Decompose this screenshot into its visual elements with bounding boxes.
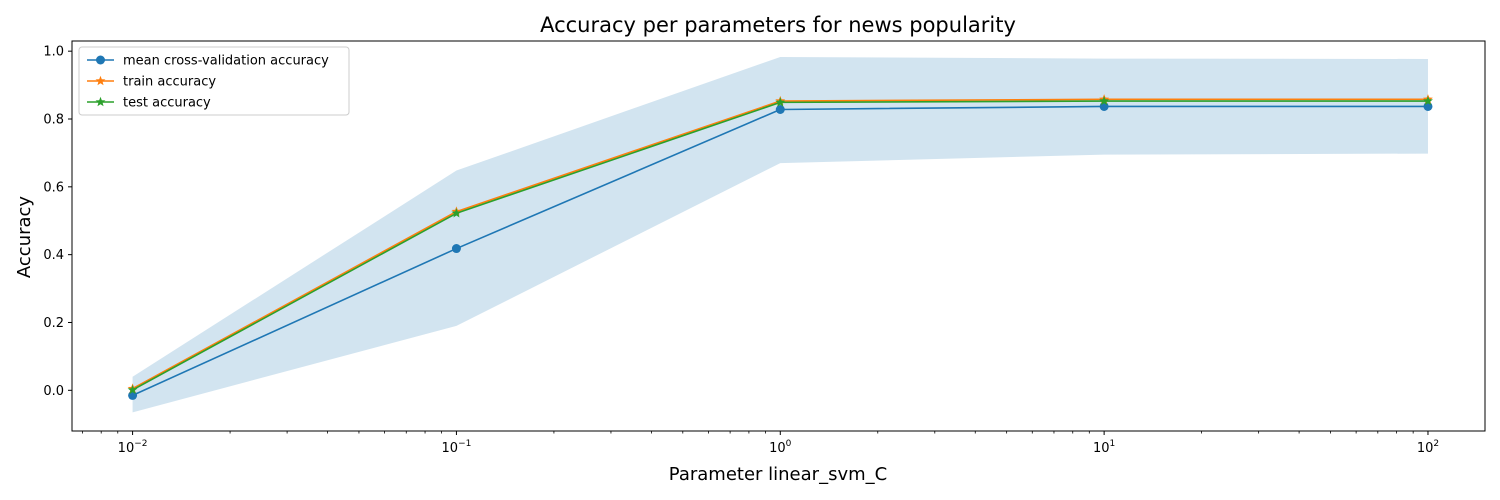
x-axis-label: Parameter linear_svm_C xyxy=(669,464,887,485)
data-point-2-1 xyxy=(451,208,462,218)
y-tick-label-1: 0.2 xyxy=(43,316,64,331)
legend-marker-0 xyxy=(96,55,105,65)
x-tick-label-1: 10−1 xyxy=(442,439,472,456)
x-tick-label-4: 102 xyxy=(1417,439,1439,456)
legend-box xyxy=(78,46,350,116)
y-tick-label-2: 0.4 xyxy=(43,248,64,263)
y-tick-label-3: 0.6 xyxy=(43,180,64,195)
data-point-2-0 xyxy=(127,384,138,395)
legend-marker-1 xyxy=(95,75,106,86)
x-tick-label-0: 10−2 xyxy=(118,439,148,456)
data-point-2-4 xyxy=(1423,95,1433,106)
legend: mean cross-validation accuracy train accu… xyxy=(78,46,350,116)
x-tick-label-3: 101 xyxy=(1093,439,1115,456)
y-tick-label-5: 1.0 xyxy=(43,45,64,60)
data-point-0-0 xyxy=(128,390,138,400)
legend-label-0: mean cross-validation accuracy xyxy=(123,54,329,69)
data-point-0-3 xyxy=(1099,101,1109,111)
chart-title: Accuracy per parameters for news popular… xyxy=(540,13,1016,37)
data-point-2-2 xyxy=(775,97,786,107)
y-tick-label-4: 0.8 xyxy=(43,113,64,128)
x-tick-label-2: 100 xyxy=(769,439,792,456)
data-point-0-2 xyxy=(775,105,785,115)
y-tick-label-0: 0.0 xyxy=(43,384,64,399)
plot-frame xyxy=(71,40,1486,432)
std-band xyxy=(132,56,1428,413)
data-point-0-1 xyxy=(451,244,461,254)
legend-label-1: train accuracy xyxy=(123,75,216,90)
y-axis-label: Accuracy xyxy=(14,196,35,279)
legend-label-2: test accuracy xyxy=(123,96,211,111)
legend-marker-2 xyxy=(95,96,106,107)
data-point-2-3 xyxy=(1099,95,1110,106)
data-point-0-4 xyxy=(1423,101,1433,111)
